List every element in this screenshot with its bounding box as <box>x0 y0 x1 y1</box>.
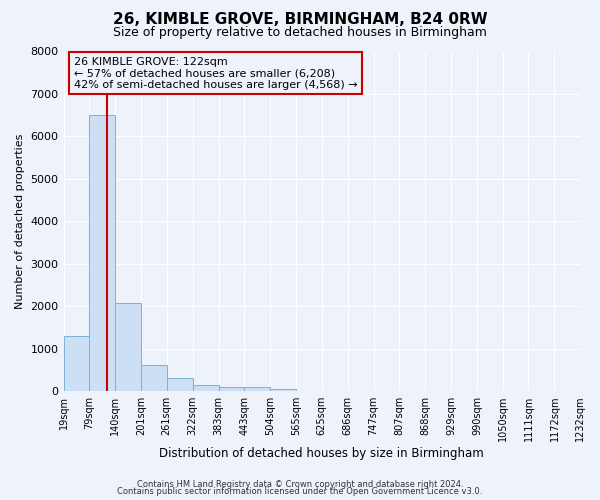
Text: Contains HM Land Registry data © Crown copyright and database right 2024.: Contains HM Land Registry data © Crown c… <box>137 480 463 489</box>
Bar <box>270 389 296 391</box>
Y-axis label: Number of detached properties: Number of detached properties <box>15 134 25 309</box>
Bar <box>244 387 270 391</box>
X-axis label: Distribution of detached houses by size in Birmingham: Distribution of detached houses by size … <box>160 447 484 460</box>
Text: Size of property relative to detached houses in Birmingham: Size of property relative to detached ho… <box>113 26 487 39</box>
Text: 26, KIMBLE GROVE, BIRMINGHAM, B24 0RW: 26, KIMBLE GROVE, BIRMINGHAM, B24 0RW <box>113 12 487 28</box>
Text: 26 KIMBLE GROVE: 122sqm
← 57% of detached houses are smaller (6,208)
42% of semi: 26 KIMBLE GROVE: 122sqm ← 57% of detache… <box>74 56 358 90</box>
Bar <box>167 378 193 391</box>
Bar <box>89 115 115 391</box>
Bar <box>193 385 218 391</box>
Text: Contains public sector information licensed under the Open Government Licence v3: Contains public sector information licen… <box>118 487 482 496</box>
Bar <box>141 365 167 391</box>
Bar <box>115 303 141 391</box>
Bar <box>64 336 89 391</box>
Bar <box>218 388 244 391</box>
